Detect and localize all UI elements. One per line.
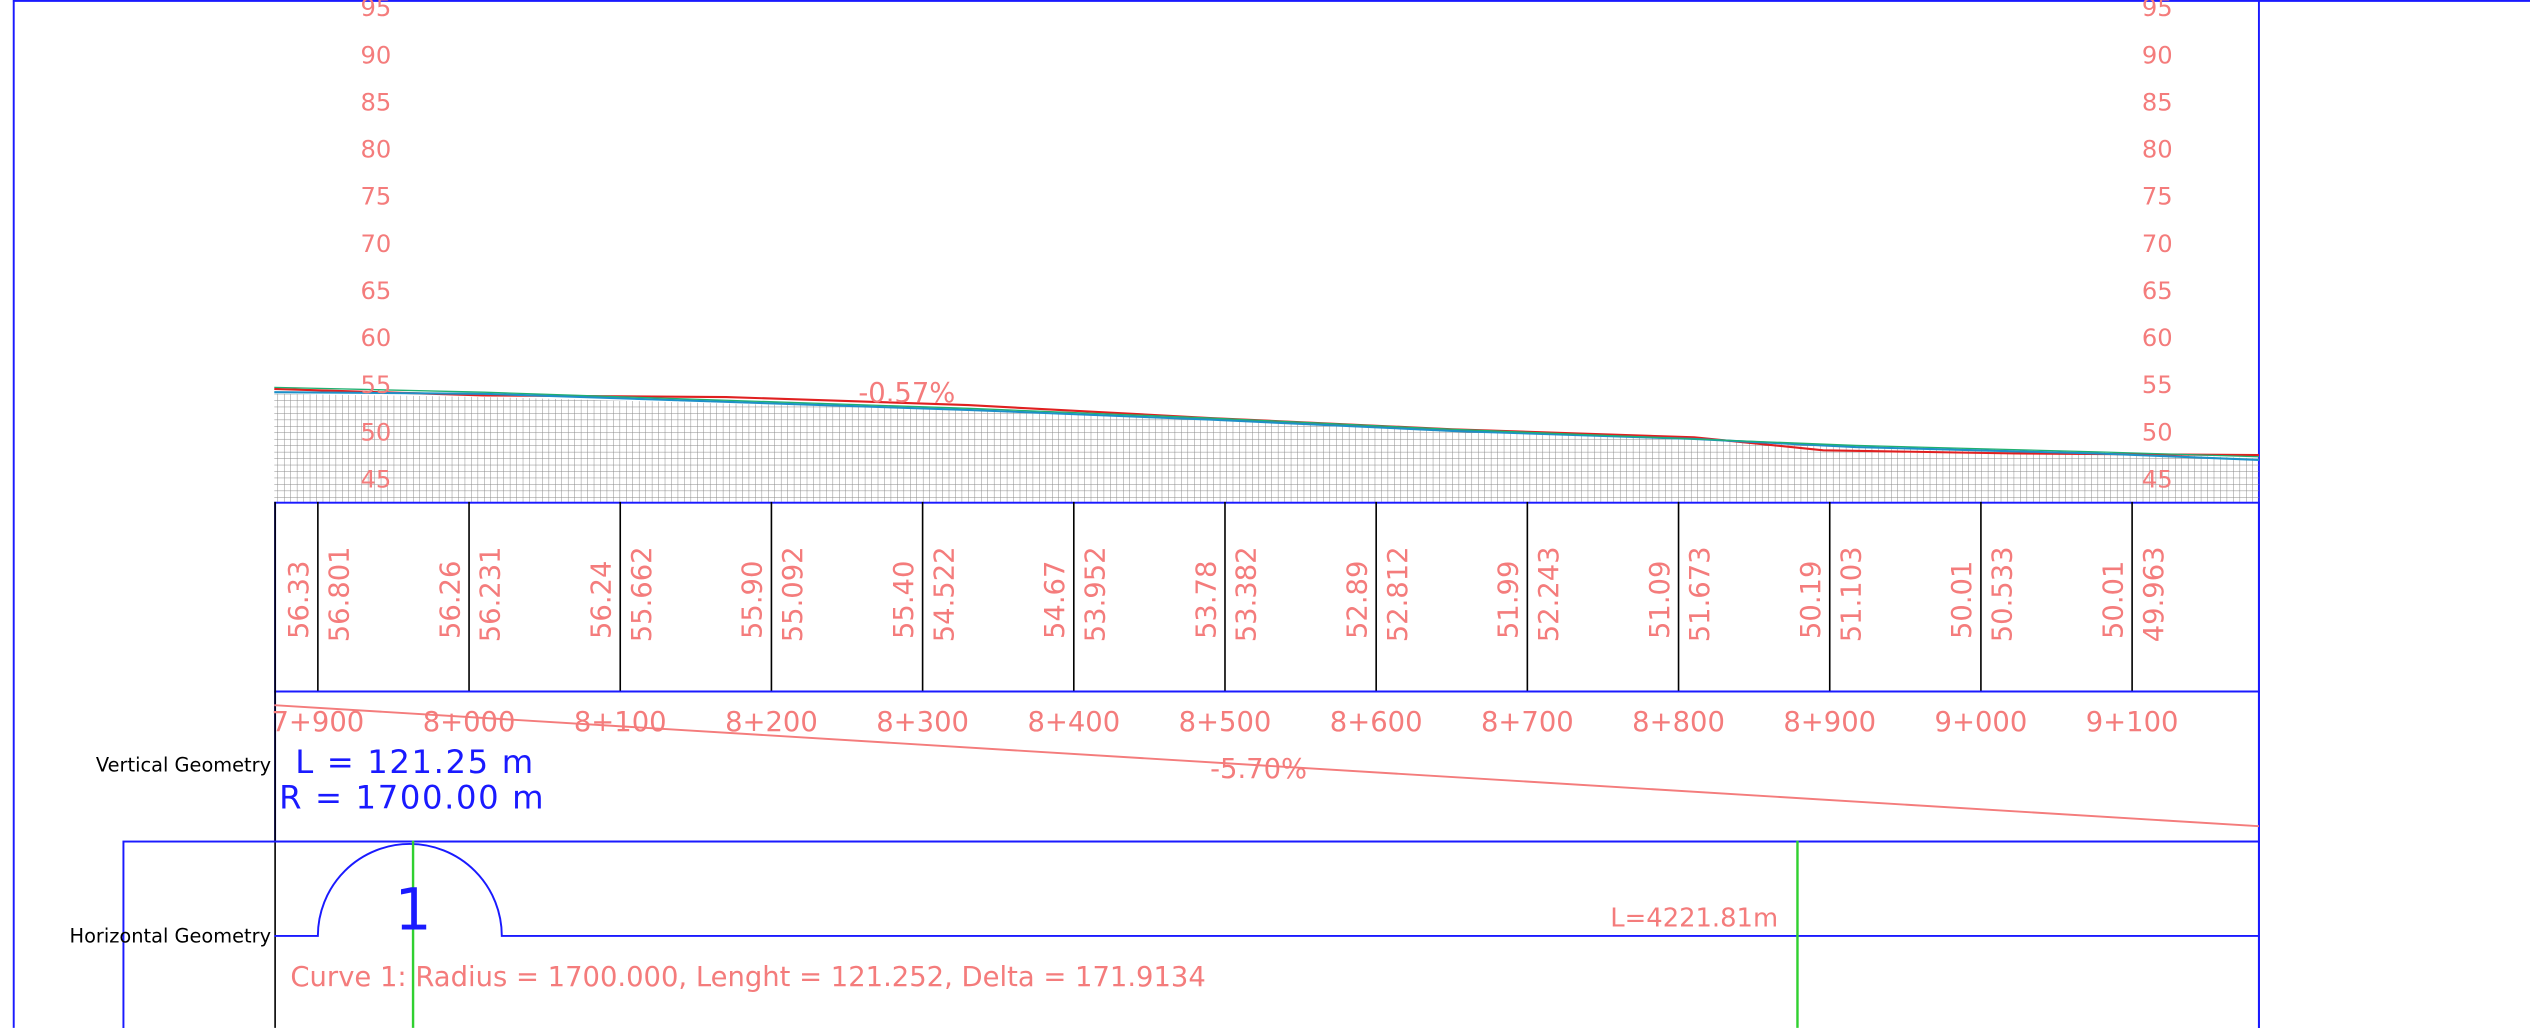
existing-elevation: 50.19: [1796, 561, 1827, 639]
elevation-label: 90: [361, 41, 392, 69]
curve-radius: R = 1700.00 m: [279, 778, 545, 816]
band-title: Horizontal Geometry: [70, 924, 272, 947]
existing-elevation: 51.99: [1494, 561, 1525, 639]
design-elevation: 55.092: [778, 546, 809, 642]
curve-number: 1: [395, 875, 432, 943]
station-label: 9+100: [2086, 707, 2179, 738]
station-label: 9+000: [1935, 707, 2028, 738]
existing-elevation: 52.89: [1342, 561, 1373, 639]
station-label: 8+800: [1632, 707, 1725, 738]
station-label: 8+300: [876, 707, 969, 738]
elevation-label: 85: [2142, 88, 2173, 116]
design-elevation: 50.533: [1988, 546, 2019, 642]
station-label: 8+100: [574, 707, 667, 738]
elevation-label: 55: [2142, 371, 2173, 399]
grade-label: -5.70%: [1210, 754, 1307, 785]
design-elevation: 51.103: [1836, 546, 1867, 642]
elevation-label: 75: [361, 183, 392, 211]
station-label: 8+000: [423, 707, 516, 738]
curve-info: Curve 1: Radius = 1700.000, Lenght = 121…: [290, 962, 1205, 993]
ground-hatch: [274, 393, 2259, 502]
elevation-label: 90: [2142, 41, 2173, 69]
elevation-label: 70: [361, 230, 392, 258]
elevation-label: 65: [2142, 277, 2173, 305]
design-elevation: 54.522: [929, 546, 960, 642]
station-label: 8+400: [1027, 707, 1120, 738]
existing-elevation: 56.26: [435, 561, 466, 639]
curve-length: L = 121.25 m: [295, 743, 534, 781]
elevation-label: 95: [361, 0, 392, 22]
existing-elevation: 50.01: [2098, 561, 2129, 639]
elevation-label: 50: [361, 418, 392, 446]
existing-elevation: 55.40: [889, 561, 920, 639]
elevation-label: 65: [361, 277, 392, 305]
station-label: 8+500: [1179, 707, 1272, 738]
alignment-length: L=4221.81m: [1610, 903, 1778, 933]
elevation-label: 55: [361, 371, 392, 399]
design-elevation: 56.801: [325, 546, 356, 642]
design-elevation: 52.243: [1534, 546, 1565, 642]
elevation-label: 80: [2142, 136, 2173, 164]
design-elevation: 56.231: [476, 546, 507, 642]
grade-line: [274, 704, 2259, 828]
elevation-label: 50: [2142, 418, 2173, 446]
existing-elevation: 51.09: [1645, 561, 1676, 639]
design-elevation: 52.812: [1383, 546, 1414, 642]
ground-line: [274, 391, 2259, 461]
design-elevation: 53.952: [1080, 546, 1111, 642]
existing-elevation: 54.67: [1040, 561, 1071, 639]
grade-label: -0.57%: [858, 378, 955, 409]
existing-elevation: 53.78: [1191, 561, 1222, 639]
elevation-label: 80: [361, 136, 392, 164]
design-elevation: 53.382: [1232, 546, 1263, 642]
existing-elevation: 55.90: [738, 561, 769, 639]
station-label: 8+700: [1481, 707, 1574, 738]
station-label: 7+900: [272, 707, 365, 738]
band-title: Vertical Geometry: [96, 753, 271, 776]
elevation-label: 75: [2142, 183, 2173, 211]
station-label: 8+600: [1330, 707, 1423, 738]
existing-elevation: 56.24: [587, 561, 618, 639]
design-elevation: 49.963: [2139, 546, 2170, 642]
station-label: 8+900: [1783, 707, 1876, 738]
elevation-label: 85: [361, 88, 392, 116]
elevation-label: 60: [361, 324, 392, 352]
design-elevation: 51.673: [1685, 546, 1716, 642]
existing-elevation: 50.01: [1947, 561, 1978, 639]
elevation-label: 70: [2142, 230, 2173, 258]
design-elevation: 55.662: [627, 546, 658, 642]
elevation-label: 45: [2142, 465, 2173, 493]
horizontal-band: [122, 840, 2260, 1028]
ground-line-2: [274, 386, 2259, 458]
station-label: 8+200: [725, 707, 818, 738]
elevation-label: 60: [2142, 324, 2173, 352]
elevation-label: 45: [361, 465, 392, 493]
alignment: [274, 843, 2259, 937]
elevation-label: 95: [2142, 0, 2173, 22]
existing-elevation: 56.33: [284, 561, 315, 639]
